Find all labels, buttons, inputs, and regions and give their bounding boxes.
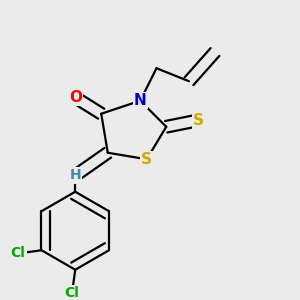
Text: S: S — [141, 152, 152, 167]
Text: N: N — [134, 93, 147, 108]
Text: O: O — [69, 90, 82, 105]
Text: S: S — [193, 113, 204, 128]
Text: Cl: Cl — [64, 286, 80, 300]
Text: Cl: Cl — [11, 247, 26, 260]
Text: H: H — [69, 169, 81, 182]
